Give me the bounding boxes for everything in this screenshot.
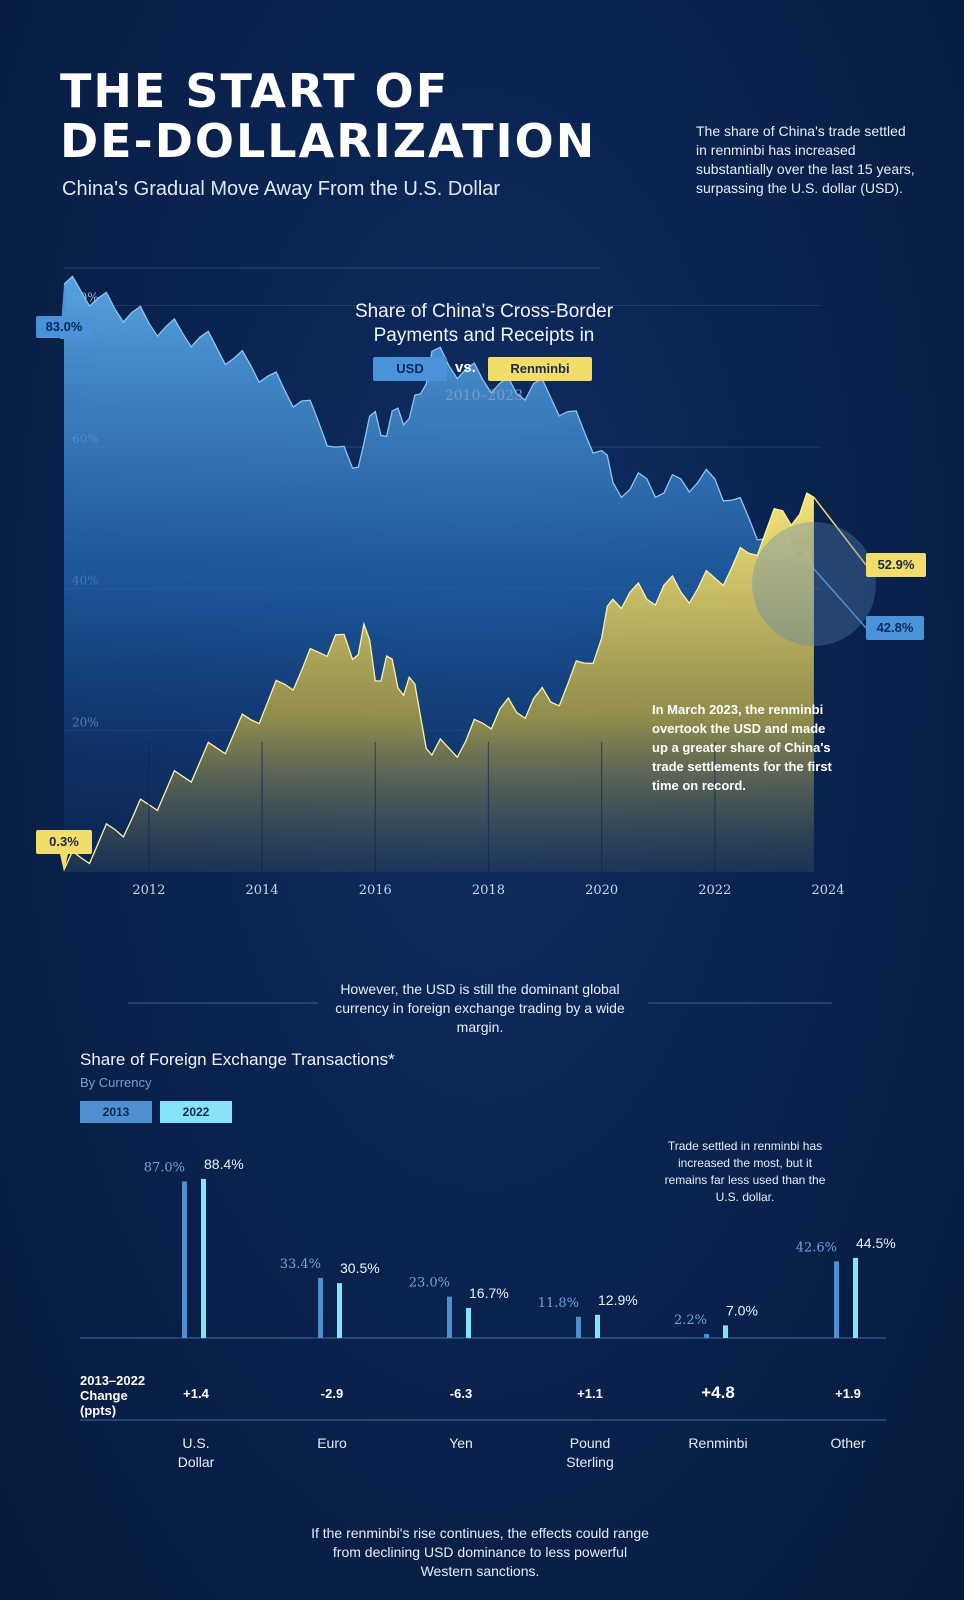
divider-text: However, the USD is still the dominant g…	[335, 981, 625, 1035]
data-label-2022: 44.5%	[856, 1235, 896, 1251]
renminbi-end-label: 52.9%	[866, 553, 926, 577]
x-tick-label: 2014	[246, 883, 279, 898]
data-label-2022: 7.0%	[726, 1302, 758, 1318]
bar-2022	[466, 1307, 471, 1338]
x-tick-label: 2024	[811, 883, 844, 898]
bar-2013	[182, 1181, 187, 1338]
category-label: Dollar	[178, 1454, 215, 1470]
series-line-renminbi	[63, 492, 815, 871]
renminbi-start-pointer	[60, 854, 68, 872]
data-label-2022: 30.5%	[340, 1260, 380, 1276]
title-line-1: THE START OF	[60, 64, 450, 118]
data-label-2022: 12.9%	[598, 1292, 638, 1308]
data-label-2013: 2.2%	[674, 1313, 707, 1328]
bar-2022	[723, 1325, 728, 1338]
crossover-highlight	[752, 522, 876, 646]
change-header-line-3: (ppts)	[80, 1403, 117, 1418]
page-title: THE START OF DE-DOLLARIZATION	[60, 66, 596, 166]
bar-chart-annotation: Trade settled in renminbi has increased …	[664, 1139, 826, 1204]
change-header-line-2: Change	[80, 1388, 128, 1403]
change-value: +4.8	[701, 1383, 735, 1402]
usd-start-label: 83.0%	[36, 316, 92, 338]
data-label-2022: 88.4%	[204, 1156, 244, 1172]
title-line-2: DE-DOLLARIZATION	[60, 114, 597, 168]
category-label: U.S.	[182, 1435, 209, 1451]
x-tick-label: 2022	[698, 883, 731, 898]
area-chart-period: 2010–2023	[444, 388, 524, 404]
bar-chart-subtitle: By Currency	[80, 1075, 152, 1090]
intro-text: The share of China's trade settled in re…	[696, 123, 915, 196]
usd-end-label: 42.8%	[866, 616, 924, 640]
bar-2022	[595, 1314, 600, 1338]
area-chart-annotation: In March 2023, the renminbi overtook the…	[652, 702, 832, 793]
data-label-2013: 42.6%	[796, 1240, 837, 1255]
data-label-2022: 16.7%	[469, 1285, 509, 1301]
bar-chart-title: Share of Foreign Exchange Transactions*	[80, 1050, 395, 1069]
area-title-line-1: Share of China's Cross-Border	[354, 301, 614, 322]
bar-2013	[318, 1277, 323, 1338]
x-tick-label: 2016	[359, 883, 392, 898]
category-label: Renminbi	[688, 1435, 747, 1451]
renminbi-start-label: 0.3%	[36, 830, 92, 854]
bar-2013	[447, 1296, 452, 1338]
series-area-renminbi	[64, 493, 814, 872]
bar-2022	[201, 1178, 206, 1338]
change-value: +1.9	[835, 1386, 861, 1401]
data-label-2013: 87.0%	[144, 1160, 185, 1175]
legend-vs: vs.	[455, 359, 476, 376]
change-value: -2.9	[321, 1386, 343, 1401]
data-label-2013: 11.8%	[538, 1296, 579, 1311]
footer-text: If the renminbi's rise continues, the ef…	[311, 1525, 649, 1579]
renminbi-end-pointer	[813, 496, 867, 566]
change-value: +1.1	[577, 1386, 603, 1401]
x-tick-label: 2012	[132, 883, 165, 898]
category-label: Pound	[570, 1435, 610, 1451]
change-header-line-1: 2013–2022	[80, 1373, 146, 1388]
legend-renminbi: Renminbi	[488, 357, 592, 381]
change-header: 2013–2022 Change (ppts)	[80, 1373, 145, 1418]
usd-end-pointer	[813, 568, 867, 629]
category-label: Euro	[317, 1435, 347, 1451]
page-subtitle: China's Gradual Move Away From the U.S. …	[62, 178, 501, 200]
area-title-line-2: Payments and Receipts in	[373, 325, 595, 346]
area-chart-title: Share of China's Cross-Border Payments a…	[304, 300, 664, 348]
x-tick-label: 2020	[585, 883, 618, 898]
category-label: Yen	[449, 1435, 473, 1451]
bar-chart: 87.0% 88.4% +1.4 U.S. Dollar 33.4% 30.5% -2.9 Eu…	[80, 1002, 896, 1470]
category-label: Sterling	[566, 1454, 613, 1470]
bar-2022	[337, 1283, 342, 1338]
category-label: Other	[830, 1435, 865, 1451]
x-tick-label: 2018	[472, 883, 505, 898]
change-value: +1.4	[183, 1386, 209, 1401]
bar-2013	[576, 1316, 581, 1338]
bar-2022	[853, 1257, 858, 1338]
bar-2013	[834, 1261, 839, 1338]
data-label-2013: 23.0%	[409, 1276, 450, 1291]
series-line-usd	[63, 275, 815, 570]
legend-2013: 2013	[80, 1101, 152, 1123]
legend-usd: USD	[373, 357, 447, 381]
change-value: -6.3	[450, 1386, 472, 1401]
bar-2013	[704, 1334, 709, 1338]
data-label-2013: 33.4%	[280, 1257, 321, 1272]
legend-2022: 2022	[160, 1101, 232, 1123]
